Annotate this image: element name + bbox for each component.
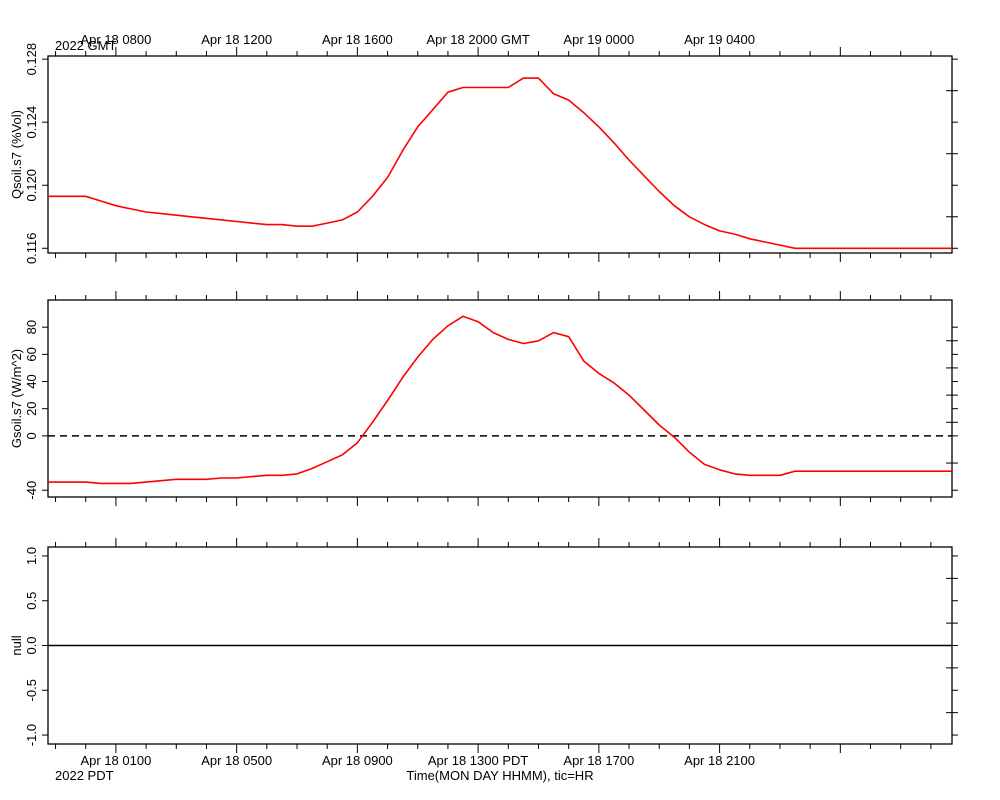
data-series-line xyxy=(48,315,952,485)
plot-frame xyxy=(47,299,953,498)
gmt-tick-label: Apr 18 1600 xyxy=(322,32,393,47)
pdt-tick-label: Apr 18 1700 xyxy=(563,753,634,768)
gmt-tick-label: Apr 19 0400 xyxy=(684,32,755,47)
null-panel: -1.0 -0.5 0.0 0.5 1.0 null xyxy=(9,538,958,753)
qsoil-panel: 0.116 0.120 0.124 0.128 Qsoil.s7 (%Vol) xyxy=(9,43,958,264)
y-tick-label: 80 xyxy=(24,320,39,334)
y-tick-label: 0.128 xyxy=(24,43,39,76)
gmt-tick-label: Apr 18 1200 xyxy=(201,32,272,47)
gsoil-panel: -40 0 20 40 60 80 Gsoil.s7 (W/m^2) xyxy=(9,291,958,506)
y-tick-label: 0.5 xyxy=(24,592,39,610)
y-tick-label: -1.0 xyxy=(24,724,39,746)
y-axis-title: null xyxy=(9,635,24,655)
y-axis-title: Gsoil.s7 (W/m^2) xyxy=(9,349,24,448)
gmt-time-axis: Apr 18 0800 Apr 18 1200 Apr 18 1600 Apr 18 … xyxy=(55,32,755,53)
plot-frame xyxy=(47,55,953,254)
pdt-time-axis: Apr 18 0100 Apr 18 0500 Apr 18 0900 Apr 18 … xyxy=(55,753,755,783)
gmt-tick-label: Apr 19 0000 xyxy=(563,32,634,47)
gmt-year-label: 2022 GMT xyxy=(55,38,116,53)
y-tick-label: 0.120 xyxy=(24,169,39,202)
gmt-tick-label: Apr 18 0800 xyxy=(80,32,151,47)
y-tick-label: 0.116 xyxy=(24,232,39,264)
x-axis-title: Time(MON DAY HHMM), tic=HR xyxy=(406,768,593,783)
y-tick-label: -0.5 xyxy=(24,679,39,701)
y-tick-label: 60 xyxy=(24,347,39,361)
y-tick-label: -40 xyxy=(24,481,39,500)
pdt-tick-label: Apr 18 0100 xyxy=(80,753,151,768)
y-tick-label: 0.0 xyxy=(24,636,39,654)
y-tick-label: 1.0 xyxy=(24,547,39,565)
y-tick-label: 40 xyxy=(24,374,39,388)
pdt-tick-label: Apr 18 0900 xyxy=(322,753,393,768)
data-series-line xyxy=(48,77,952,250)
y-tick-label: 0.124 xyxy=(24,106,39,139)
pdt-tick-label: Apr 18 2100 xyxy=(684,753,755,768)
y-tick-label: 0 xyxy=(24,432,39,439)
pdt-year-label: 2022 PDT xyxy=(55,768,114,783)
pdt-tick-label: Apr 18 1300 PDT xyxy=(428,753,529,768)
y-tick-label: 20 xyxy=(24,401,39,415)
y-axis-title: Qsoil.s7 (%Vol) xyxy=(9,110,24,199)
gmt-tick-label: Apr 18 2000 GMT xyxy=(426,32,529,47)
pdt-tick-label: Apr 18 0500 xyxy=(201,753,272,768)
